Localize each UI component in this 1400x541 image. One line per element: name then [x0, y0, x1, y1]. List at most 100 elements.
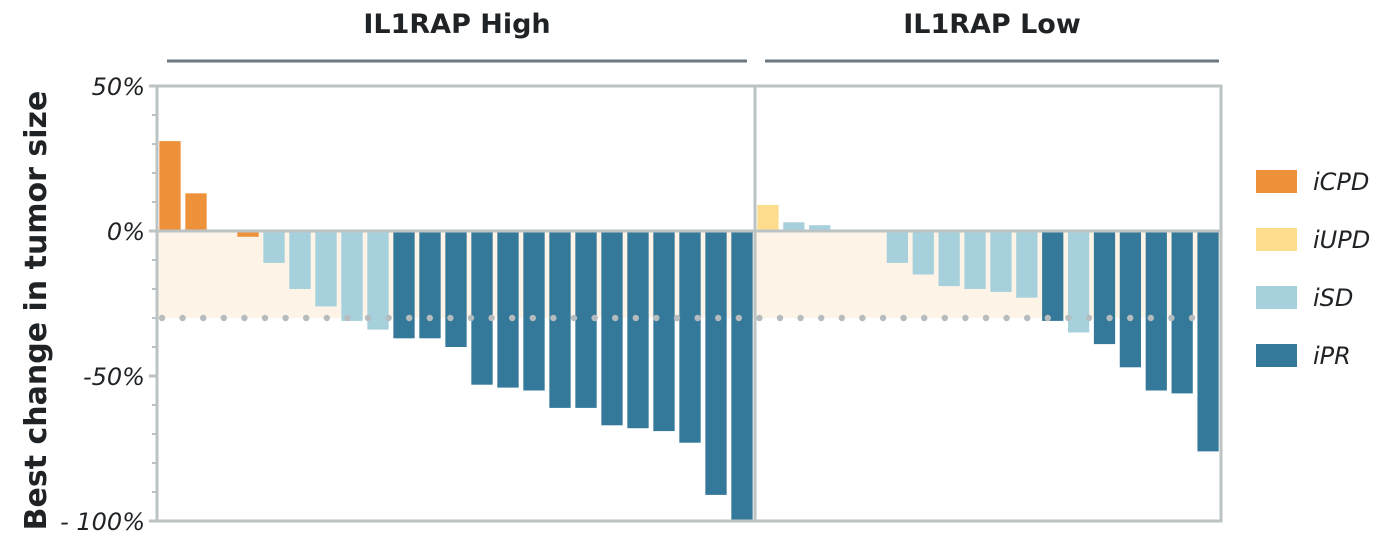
- bar-low-13: [1068, 231, 1090, 333]
- bar-high-23: [731, 231, 753, 521]
- threshold-band-low: [755, 231, 1221, 318]
- bar-high-15: [523, 231, 545, 391]
- threshold-dot: [715, 314, 722, 322]
- legend-label-ipr: iPR: [1313, 342, 1351, 370]
- plot-frame: [155, 84, 1223, 523]
- bar-low-14: [1093, 231, 1116, 345]
- threshold-dot: [344, 314, 351, 322]
- bar-high-8: [341, 231, 363, 321]
- y-axis: 50% 0% -50% - 100%: [60, 73, 157, 536]
- bar-low-2: [783, 222, 805, 231]
- threshold-dot: [1188, 314, 1196, 322]
- bar-low-1: [757, 204, 779, 231]
- bar-low-18: [1197, 231, 1219, 452]
- legend-label-isd: iSD: [1313, 284, 1353, 312]
- bars-group: [159, 141, 1219, 521]
- legend-swatch-iupd: [1256, 228, 1297, 251]
- threshold-dot: [859, 314, 866, 322]
- bar-high-19: [627, 231, 649, 429]
- bar-low-3: [809, 225, 831, 231]
- threshold-dot: [673, 314, 681, 322]
- legend-label-iupd: iUPD: [1313, 226, 1370, 254]
- threshold-dot: [220, 314, 227, 322]
- threshold-dot: [694, 314, 701, 322]
- threshold-dot: [158, 314, 166, 322]
- bar-high-6: [289, 231, 311, 289]
- threshold-dot: [1168, 314, 1175, 322]
- threshold-dot: [364, 314, 372, 322]
- bar-high-4: [237, 231, 259, 237]
- threshold-dot: [591, 314, 598, 322]
- threshold-dot: [570, 314, 578, 322]
- bar-low-7: [912, 231, 934, 275]
- bar-high-10: [393, 231, 415, 339]
- bar-low-17: [1171, 231, 1193, 394]
- threshold-dot: [1023, 314, 1031, 322]
- panel-title-low: IL1RAP Low: [903, 9, 1081, 40]
- legend-swatch-ipr: [1256, 344, 1297, 367]
- bar-high-12: [445, 231, 467, 347]
- threshold-dot: [1147, 314, 1155, 322]
- threshold-dot: [241, 314, 248, 322]
- bar-high-7: [315, 231, 337, 307]
- bar-low-6: [886, 231, 908, 263]
- threshold-dot: [282, 314, 289, 322]
- threshold-dot: [941, 314, 948, 322]
- legend: iCPD iUPD iSD iPR: [1256, 168, 1370, 370]
- bar-high-22: [705, 231, 727, 495]
- bar-low-11: [1016, 231, 1038, 298]
- y-tick-label: - 100%: [60, 508, 145, 536]
- bar-high-18: [601, 231, 623, 426]
- threshold-dot: [1127, 314, 1134, 322]
- threshold-dot: [1106, 314, 1113, 322]
- threshold-dot: [900, 314, 907, 322]
- legend-label-icpd: iCPD: [1313, 168, 1369, 196]
- threshold-dot: [426, 314, 433, 322]
- threshold-dot: [406, 314, 413, 322]
- threshold-dot: [982, 314, 990, 322]
- threshold-dot: [550, 314, 557, 322]
- legend-swatch-icpd: [1256, 170, 1297, 193]
- bar-low-16: [1145, 231, 1167, 391]
- bar-high-11: [419, 231, 441, 339]
- threshold-dot: [756, 314, 763, 322]
- threshold-dots: [158, 314, 1196, 322]
- threshold-dot: [1044, 314, 1052, 322]
- threshold-dot: [179, 314, 186, 322]
- threshold-dot: [323, 314, 330, 322]
- threshold-dot: [921, 314, 928, 322]
- threshold-dot: [261, 314, 269, 322]
- bar-low-10: [990, 231, 1012, 292]
- threshold-dot: [467, 314, 475, 322]
- threshold-dot: [1065, 314, 1072, 322]
- threshold-dot: [1085, 314, 1093, 322]
- bar-high-20: [653, 231, 675, 432]
- threshold-dot: [838, 314, 845, 322]
- bar-high-1: [159, 141, 181, 231]
- bar-high-17: [575, 231, 597, 408]
- bar-low-9: [964, 231, 986, 289]
- threshold-dot: [818, 314, 825, 322]
- threshold-dot: [776, 314, 784, 322]
- threshold-dot: [962, 314, 969, 322]
- bar-high-5: [263, 231, 285, 263]
- threshold-dot: [735, 314, 742, 322]
- threshold-dot: [1003, 314, 1010, 322]
- bar-high-9: [367, 231, 389, 330]
- threshold-dot: [632, 314, 639, 322]
- y-tick-label: -50%: [83, 363, 145, 391]
- threshold-dot: [200, 314, 207, 322]
- y-axis-title: Best change in tumor size: [19, 91, 54, 531]
- bar-low-8: [938, 231, 960, 287]
- legend-swatch-isd: [1256, 286, 1297, 309]
- threshold-dot: [509, 314, 516, 322]
- threshold-dot: [612, 314, 619, 322]
- threshold-dot: [447, 314, 454, 322]
- bar-high-16: [549, 231, 571, 408]
- threshold-dot: [529, 314, 536, 322]
- bar-low-12: [1042, 231, 1064, 321]
- bar-low-15: [1119, 231, 1141, 368]
- threshold-dot: [385, 314, 392, 322]
- threshold-dot: [797, 314, 804, 322]
